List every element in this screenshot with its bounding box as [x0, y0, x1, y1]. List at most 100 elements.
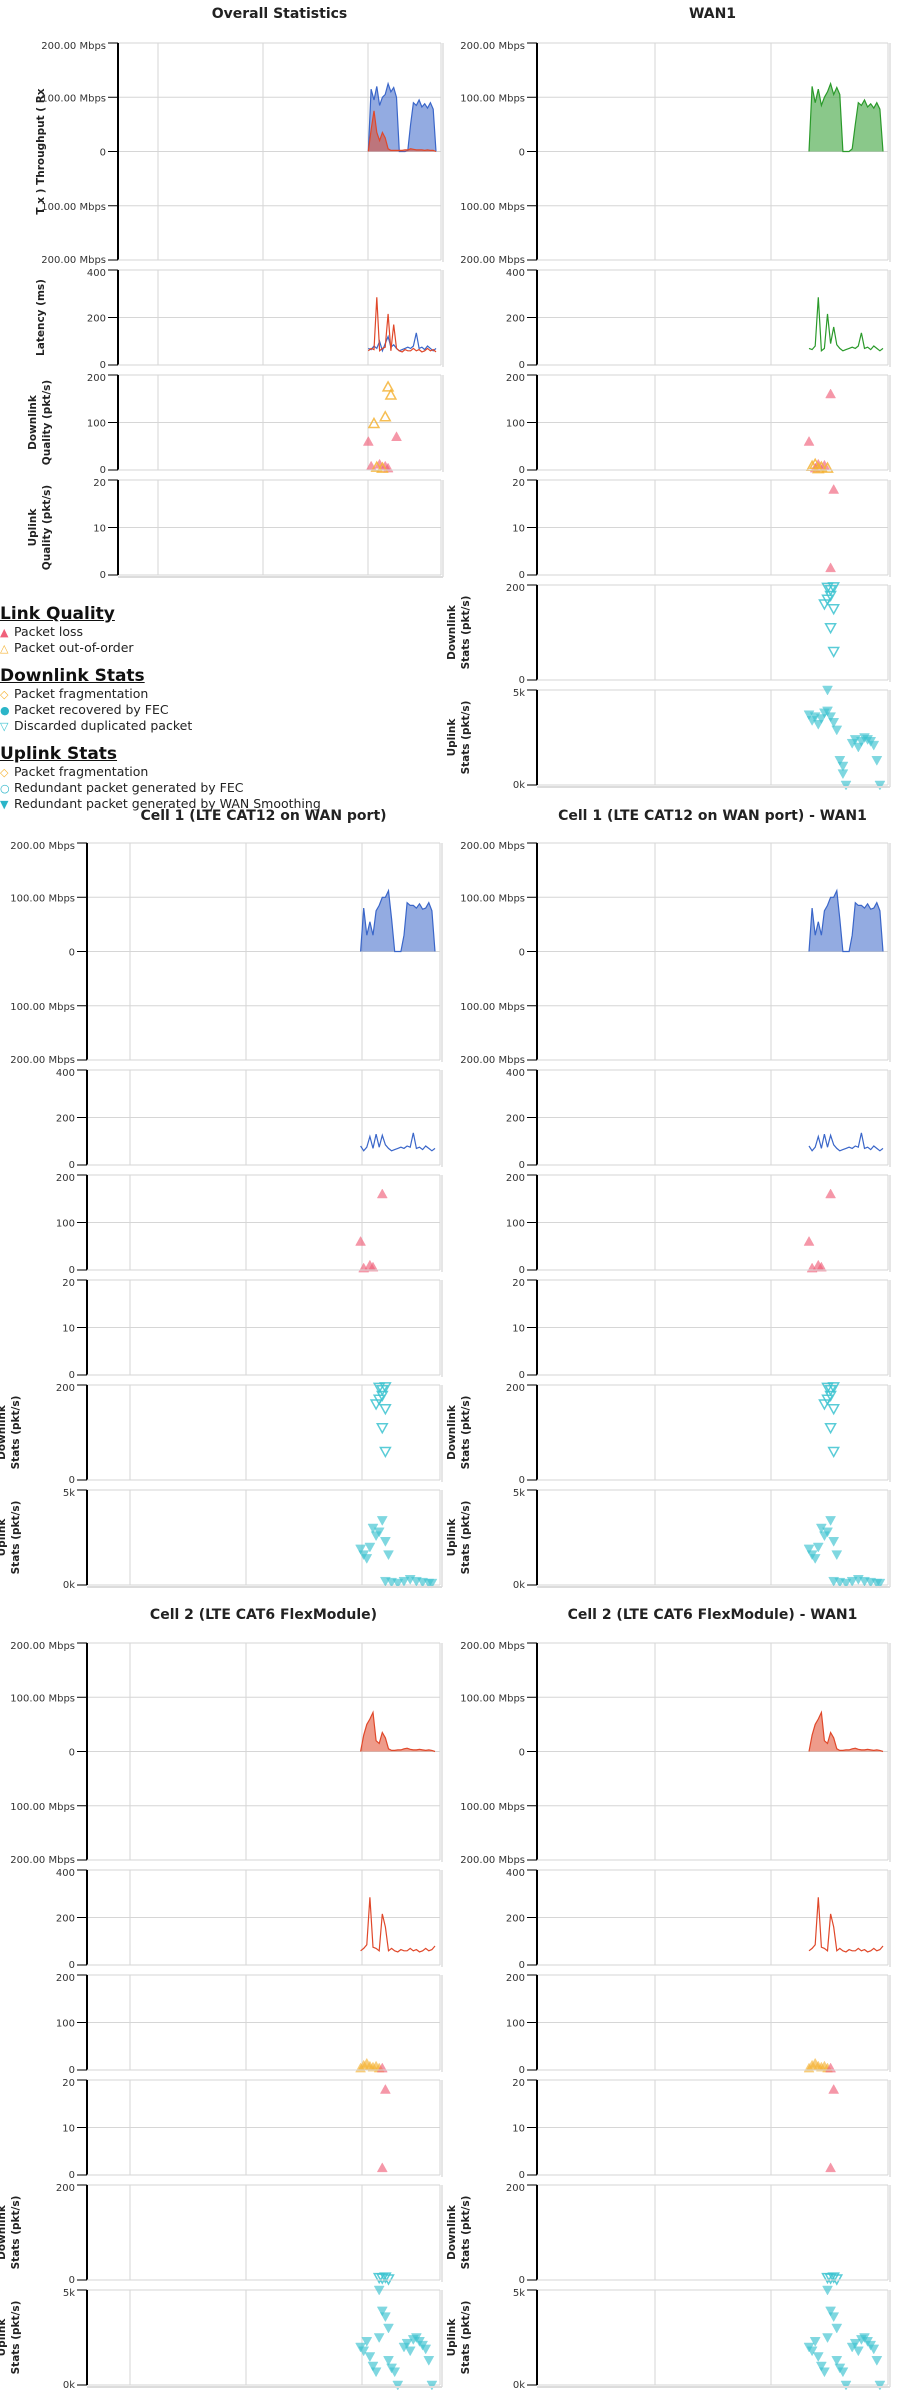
legend-item: ▲ Packet loss [0, 624, 440, 640]
panel-dl_stats: 200 0 Downlink Stats (pkt/s) [0, 1374, 443, 1486]
y-tick-label: 100 [506, 1219, 525, 1230]
data-marker [358, 2346, 370, 2357]
data-marker [376, 1423, 389, 1435]
data-marker [828, 2312, 840, 2323]
series-line [367, 110, 437, 153]
y-tick-label: 10 [62, 1324, 75, 1335]
series-area [809, 83, 883, 152]
data-marker [821, 1382, 834, 1394]
panel-dl_stats: 200 0 Downlink Stats (pkt/s) [446, 574, 891, 686]
y-tick-label: 100.00 Mbps [10, 1802, 75, 1813]
y-tick-label: 100.00 Mbps [10, 1693, 75, 1704]
y-tick-label: 0 [519, 1960, 525, 1971]
panel-dl_quality: 200 100 0 [506, 1964, 891, 2076]
y-tick-label: 0 [519, 1475, 525, 1486]
y-tick-label: 0 [69, 2065, 75, 2076]
data-marker [423, 2356, 435, 2366]
open-diamond-icon: ◇ [0, 766, 9, 779]
y-tick-label: 100 [87, 419, 106, 430]
y-tick-label: 10 [62, 2124, 75, 2135]
y-tick-label: 200 [56, 1383, 75, 1394]
panel-dl_stats: 200 0 Downlink Stats (pkt/s) [446, 1374, 891, 1486]
legend-item-label: Packet loss [14, 624, 84, 639]
data-marker [379, 1446, 392, 1459]
y-tick-label: 200 [506, 583, 525, 594]
data-marker [840, 1578, 852, 1589]
y-tick-label: 10 [512, 524, 525, 535]
y-tick-label: 400 [56, 1068, 75, 1079]
legend-item-label: Packet out-of-order [14, 640, 134, 655]
y-tick-label: 200 [56, 1914, 75, 1925]
panel-ul_stats: 5k 0k Uplink Stats (pkt/s) [0, 2279, 443, 2391]
series-area [809, 890, 883, 952]
legend-item: △ Packet out-of-order [0, 640, 440, 656]
y-tick-label: 100.00 Mbps [10, 893, 75, 904]
y-axis-title: Quality (pkt/s) [41, 380, 53, 465]
y-tick-label: 10 [512, 2124, 525, 2135]
y-tick-label: 200 [506, 314, 525, 325]
legend-item: ◇ Packet fragmentation [0, 764, 440, 780]
y-tick-label: 200 [506, 1114, 525, 1125]
data-marker [824, 623, 837, 635]
y-tick-label: 0 [100, 570, 106, 581]
data-marker [827, 582, 840, 594]
y-tick-label: 100.00 Mbps [10, 1002, 75, 1013]
y-tick-label: 20 [512, 2078, 525, 2089]
data-marker [868, 740, 880, 751]
legend-group-title: Uplink Stats [0, 744, 118, 764]
y-axis-title: Downlink [446, 2204, 458, 2260]
chart-title: Overall Statistics [212, 6, 348, 22]
y-tick-label: 200.00 Mbps [10, 1641, 75, 1652]
y-axis-title: Stats (pkt/s) [10, 2301, 22, 2375]
data-marker [364, 1542, 376, 1553]
y-axis-title: Downlink [0, 1404, 8, 1460]
panel-dl_stats: 200 0 Downlink Stats (pkt/s) [446, 2174, 891, 2286]
data-marker [379, 1382, 392, 1394]
data-marker [827, 604, 840, 616]
y-tick-label: 200 [506, 1383, 525, 1394]
y-tick-label: 200 [56, 1114, 75, 1125]
data-marker [809, 2337, 821, 2347]
data-marker [361, 2337, 373, 2347]
data-marker [367, 2361, 379, 2372]
y-axis-title: Uplink [0, 1518, 8, 1557]
y-tick-label: 200.00 Mbps [10, 841, 75, 852]
data-marker [822, 685, 833, 696]
chart-title: Cell 2 (LTE CAT6 FlexModule) - WAN1 [568, 1607, 858, 1623]
data-marker [815, 1261, 827, 1272]
y-axis-title: Uplink [27, 508, 39, 547]
data-marker [812, 1542, 824, 1553]
data-marker [373, 2333, 385, 2344]
data-marker [809, 1554, 821, 1564]
legend-item-label: Packet recovered by FEC [14, 702, 169, 717]
chart-3: Cell 1 (LTE CAT12 on WAN port) - WAN1200… [446, 808, 891, 1591]
y-axis-title: Uplink [446, 718, 458, 757]
panel-ul_stats: 5k 0k Uplink Stats (pkt/s) [446, 2279, 891, 2391]
data-marker [376, 1516, 388, 1526]
y-tick-label: 0 [519, 1370, 525, 1381]
data-marker [372, 1382, 386, 1394]
y-tick-label: 100.00 Mbps [41, 202, 106, 213]
legend-item-label: Redundant packet generated by FEC [14, 780, 244, 795]
legend-group: Link Quality ▲ Packet loss △ Packet out-of-o… [0, 604, 440, 656]
y-axis-title: Stats (pkt/s) [460, 2196, 472, 2270]
legend: Link Quality ▲ Packet loss △ Packet out-of-o… [0, 604, 440, 822]
y-tick-label: 200.00 Mbps [10, 1055, 75, 1066]
y-tick-label: 200 [56, 2183, 75, 2194]
data-marker [383, 1550, 394, 1561]
y-tick-label: 100.00 Mbps [460, 202, 525, 213]
data-marker [837, 761, 849, 772]
data-marker [825, 2306, 837, 2317]
y-tick-label: 400 [87, 268, 106, 279]
data-marker [426, 2380, 438, 2391]
y-tick-label: 100.00 Mbps [460, 1002, 525, 1013]
y-axis-title: Uplink [446, 2318, 458, 2357]
data-marker [822, 2285, 833, 2296]
y-tick-label: 0k [63, 1580, 75, 1591]
data-marker [828, 2083, 840, 2094]
y-tick-label: 0 [69, 1265, 75, 1276]
y-tick-label: 400 [506, 1068, 525, 1079]
y-axis-title: Quality (pkt/s) [41, 485, 53, 570]
y-tick-label: 5k [63, 2288, 75, 2299]
